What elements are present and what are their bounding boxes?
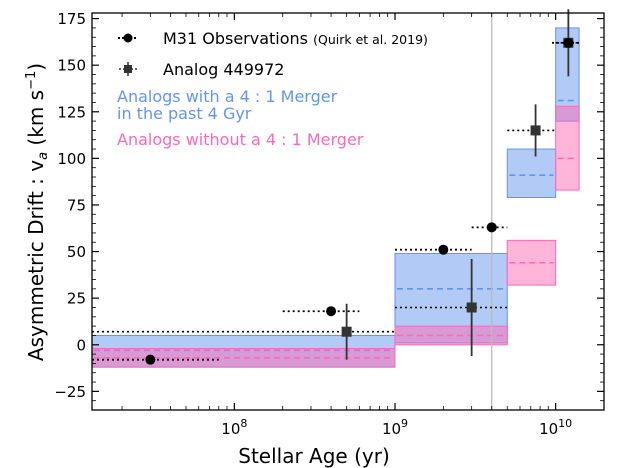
legend-obs-label: M31 Observations (Quirk et al. 2019) — [163, 29, 428, 48]
y-tick-label-3: 50 — [67, 243, 86, 261]
y-tick-label-0: −25 — [54, 383, 86, 401]
analog-point-1 — [466, 302, 477, 313]
y-tick-label-4: 75 — [67, 196, 86, 214]
obs-point-4 — [563, 37, 574, 48]
legend-analog-marker — [124, 65, 132, 73]
x-tick-label-1: 109 — [382, 417, 408, 438]
legend-merger-label-line1: Analogs with a 4 : 1 Merger — [117, 87, 338, 106]
x-axis-label: Stellar Age (yr) — [238, 444, 390, 468]
legend: M31 Observations (Quirk et al. 2019) Ana… — [117, 29, 428, 149]
legend-analog-label: Analog 449972 — [163, 60, 284, 79]
x-tick-label-0: 108 — [221, 417, 247, 438]
band-layer — [91, 27, 580, 368]
y-tick-label-7: 150 — [57, 57, 86, 75]
y-tick-label-2: 25 — [67, 290, 86, 308]
y-tick-label-8: 175 — [57, 10, 86, 28]
obs-point-3 — [486, 222, 497, 233]
legend-obs-marker — [123, 33, 133, 43]
y-tick-label-6: 125 — [57, 103, 86, 121]
plot-frame — [91, 12, 605, 411]
obs-point-0 — [145, 354, 156, 365]
tick-layer: −25 0 25 50 75 100 125 150 175 108 109 1010 — [54, 10, 605, 438]
y-tick-label-1: 0 — [76, 336, 86, 354]
analog-point-2 — [530, 125, 541, 136]
no_merger-band-3 — [555, 105, 580, 191]
no_merger-band-2 — [506, 239, 557, 286]
legend-no-merger-label: Analogs without a 4 : 1 Merger — [117, 130, 364, 149]
obs-point-1 — [326, 306, 337, 317]
legend-merger-label-line2: in the past 4 Gyr — [117, 104, 252, 123]
x-tick-label-2: 1010 — [539, 417, 572, 438]
series-layer — [92, 9, 580, 365]
analog-point-0 — [341, 326, 352, 337]
y-axis-label: Asymmetric Drift : va (km s−1) — [24, 63, 51, 361]
obs-point-2 — [438, 244, 449, 255]
merger-band-2 — [506, 148, 557, 199]
y-tick-label-5: 100 — [57, 150, 86, 168]
